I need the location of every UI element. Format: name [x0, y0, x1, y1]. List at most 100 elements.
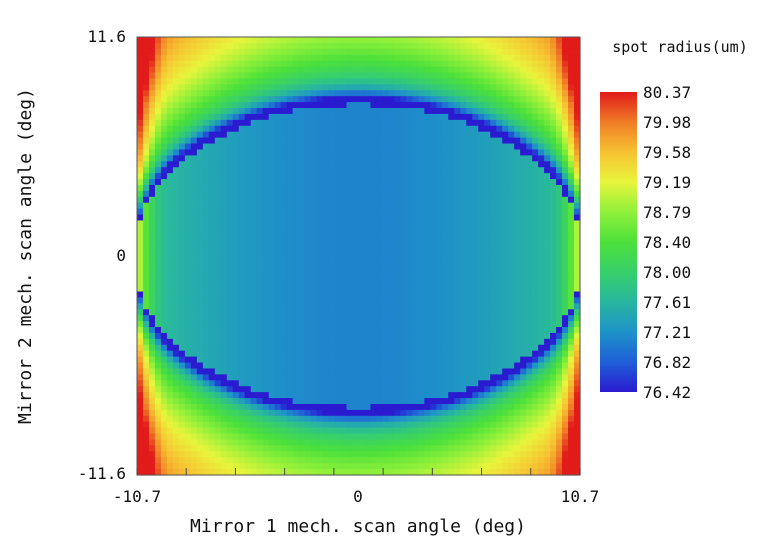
heatmap-cell	[268, 392, 276, 399]
heatmap-cell	[460, 37, 467, 44]
heatmap-cell	[274, 66, 282, 74]
heatmap-cell	[526, 131, 533, 139]
heatmap-cell	[244, 208, 252, 216]
heatmap-cell	[406, 285, 413, 293]
heatmap-cell	[448, 155, 455, 162]
heatmap-cell	[346, 84, 354, 91]
heatmap-cell	[304, 409, 312, 417]
heatmap-cell	[310, 285, 318, 293]
heatmap-cell	[256, 184, 264, 192]
heatmap-cell	[400, 143, 407, 151]
heatmap-cell	[208, 374, 216, 381]
heatmap-cell	[568, 256, 575, 263]
heatmap-cell	[406, 149, 413, 156]
heatmap-cell	[526, 72, 533, 80]
heatmap-cell	[412, 179, 419, 186]
heatmap-cell	[424, 90, 431, 97]
heatmap-cell	[388, 261, 396, 269]
heatmap-cell	[232, 108, 240, 115]
heatmap-cell	[334, 398, 342, 405]
heatmap-cell	[244, 261, 252, 269]
heatmap-cell	[460, 362, 467, 370]
heatmap-cell	[382, 137, 390, 145]
heatmap-cell	[184, 149, 192, 156]
heatmap-cell	[280, 238, 288, 245]
heatmap-cell	[142, 113, 150, 121]
heatmap-cell	[142, 143, 150, 151]
heatmap-cell	[532, 113, 539, 121]
heatmap-cell	[292, 332, 300, 340]
heatmap-cell	[418, 66, 425, 74]
heatmap-cell	[412, 184, 419, 192]
heatmap-cell	[442, 350, 449, 358]
heatmap-cell	[340, 409, 348, 417]
heatmap-cell	[544, 415, 551, 423]
heatmap-cell	[562, 179, 569, 186]
heatmap-cell	[508, 131, 515, 139]
heatmap-cell	[502, 285, 509, 293]
heatmap-cells	[137, 37, 581, 476]
heatmap-cell	[406, 232, 413, 239]
heatmap-cell	[430, 362, 437, 370]
heatmap-cell	[502, 72, 509, 80]
heatmap-cell	[406, 214, 413, 222]
heatmap-cell	[382, 214, 390, 222]
heatmap-cell	[346, 386, 354, 393]
heatmap-cell	[280, 327, 288, 334]
heatmap-cell	[448, 131, 455, 139]
heatmap-cell	[322, 84, 330, 91]
heatmap-cell	[274, 380, 282, 387]
heatmap-cell	[436, 267, 443, 275]
heatmap-cell	[280, 119, 288, 127]
heatmap-cell	[184, 54, 192, 62]
heatmap-cell	[214, 196, 222, 204]
heatmap-cell	[208, 220, 216, 228]
heatmap-cell	[304, 362, 312, 370]
heatmap-cell	[544, 208, 551, 216]
heatmap-cell	[424, 131, 431, 139]
heatmap-cell	[328, 143, 336, 151]
heatmap-cell	[412, 84, 419, 91]
heatmap-cell	[364, 226, 372, 233]
heatmap-cell	[346, 380, 354, 387]
heatmap-cell	[148, 362, 156, 370]
heatmap-cell	[532, 409, 539, 417]
heatmap-cell	[256, 37, 264, 44]
heatmap-cell	[208, 143, 216, 151]
heatmap-cell	[208, 226, 216, 233]
heatmap-cell	[286, 226, 294, 233]
heatmap-cell	[292, 362, 300, 370]
heatmap-cell	[286, 220, 294, 228]
heatmap-cell	[196, 297, 204, 304]
heatmap-cell	[454, 60, 461, 68]
heatmap-cell	[460, 309, 467, 316]
heatmap-cell	[448, 421, 455, 429]
heatmap-cell	[484, 392, 491, 399]
heatmap-cell	[208, 398, 216, 405]
heatmap-cell	[334, 54, 342, 62]
heatmap-cell	[412, 427, 419, 435]
heatmap-cell	[388, 398, 396, 405]
heatmap-cell	[430, 332, 437, 340]
heatmap-cell	[490, 285, 497, 293]
heatmap-cell	[358, 137, 366, 145]
heatmap-cell	[232, 42, 240, 50]
heatmap-cell	[262, 256, 270, 263]
heatmap-cell	[538, 48, 545, 56]
heatmap-cell	[382, 42, 390, 50]
heatmap-cell	[526, 37, 533, 44]
heatmap-cell	[424, 261, 431, 269]
heatmap-cell	[496, 108, 503, 115]
heatmap-cell	[178, 149, 186, 156]
heatmap-cell	[154, 42, 162, 50]
heatmap-cell	[358, 78, 366, 85]
heatmap-cell	[334, 362, 342, 370]
heatmap-cell	[550, 179, 557, 186]
heatmap-cell	[472, 78, 479, 85]
heatmap-cell	[520, 202, 527, 210]
heatmap-cell	[292, 368, 300, 375]
heatmap-cell	[322, 261, 330, 269]
heatmap-cell	[466, 149, 473, 156]
heatmap-cell	[430, 125, 437, 133]
heatmap-cell	[448, 315, 455, 322]
